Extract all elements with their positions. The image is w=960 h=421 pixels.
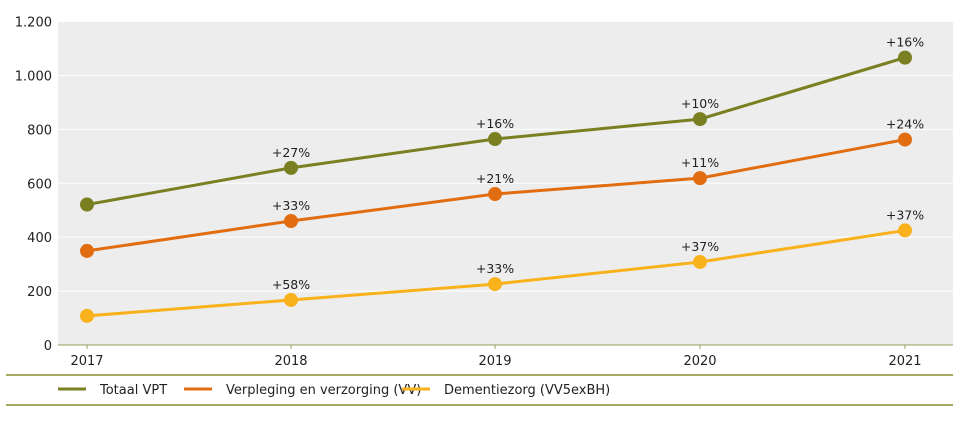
data-point (693, 112, 707, 127)
data-point (284, 292, 298, 307)
data-label: +33% (272, 198, 310, 213)
y-tick-label: 0 (44, 339, 52, 354)
x-tick-label: 2018 (274, 354, 307, 369)
data-point (488, 132, 502, 147)
data-point (80, 197, 94, 212)
legend-label: Dementiezorg (VV5exBH) (444, 383, 610, 398)
y-tick-label: 800 (27, 123, 52, 138)
data-label: +33% (476, 261, 514, 276)
data-label: +27% (272, 145, 310, 160)
data-label: +16% (886, 35, 924, 50)
y-tick-label: 1.000 (15, 69, 52, 84)
legend-label: Verpleging en verzorging (VV) (226, 383, 421, 398)
data-point (693, 171, 707, 186)
data-label: +37% (886, 207, 924, 222)
data-point (488, 187, 502, 202)
x-tick-label: 2017 (70, 354, 103, 369)
data-label: +21% (476, 171, 514, 186)
data-point (898, 132, 912, 147)
data-label: +58% (272, 277, 310, 292)
x-tick-label: 2020 (683, 354, 716, 369)
y-tick-label: 400 (27, 231, 52, 246)
data-label: +10% (681, 96, 719, 111)
data-point (284, 213, 298, 228)
data-point (488, 277, 502, 292)
data-label: +37% (681, 239, 719, 254)
data-label: +16% (476, 116, 514, 131)
data-point (284, 160, 298, 175)
data-point (80, 308, 94, 323)
data-label: +24% (886, 117, 924, 132)
x-tick-label: 2019 (478, 354, 511, 369)
x-tick-label: 2021 (888, 354, 921, 369)
data-point (693, 254, 707, 269)
data-point (898, 223, 912, 238)
y-tick-label: 1.200 (15, 16, 52, 31)
legend-label: Totaal VPT (99, 383, 167, 398)
data-point (80, 243, 94, 258)
data-label: +11% (681, 155, 719, 170)
data-point (898, 50, 912, 65)
y-tick-label: 600 (27, 177, 52, 192)
y-tick-label: 200 (27, 285, 52, 300)
